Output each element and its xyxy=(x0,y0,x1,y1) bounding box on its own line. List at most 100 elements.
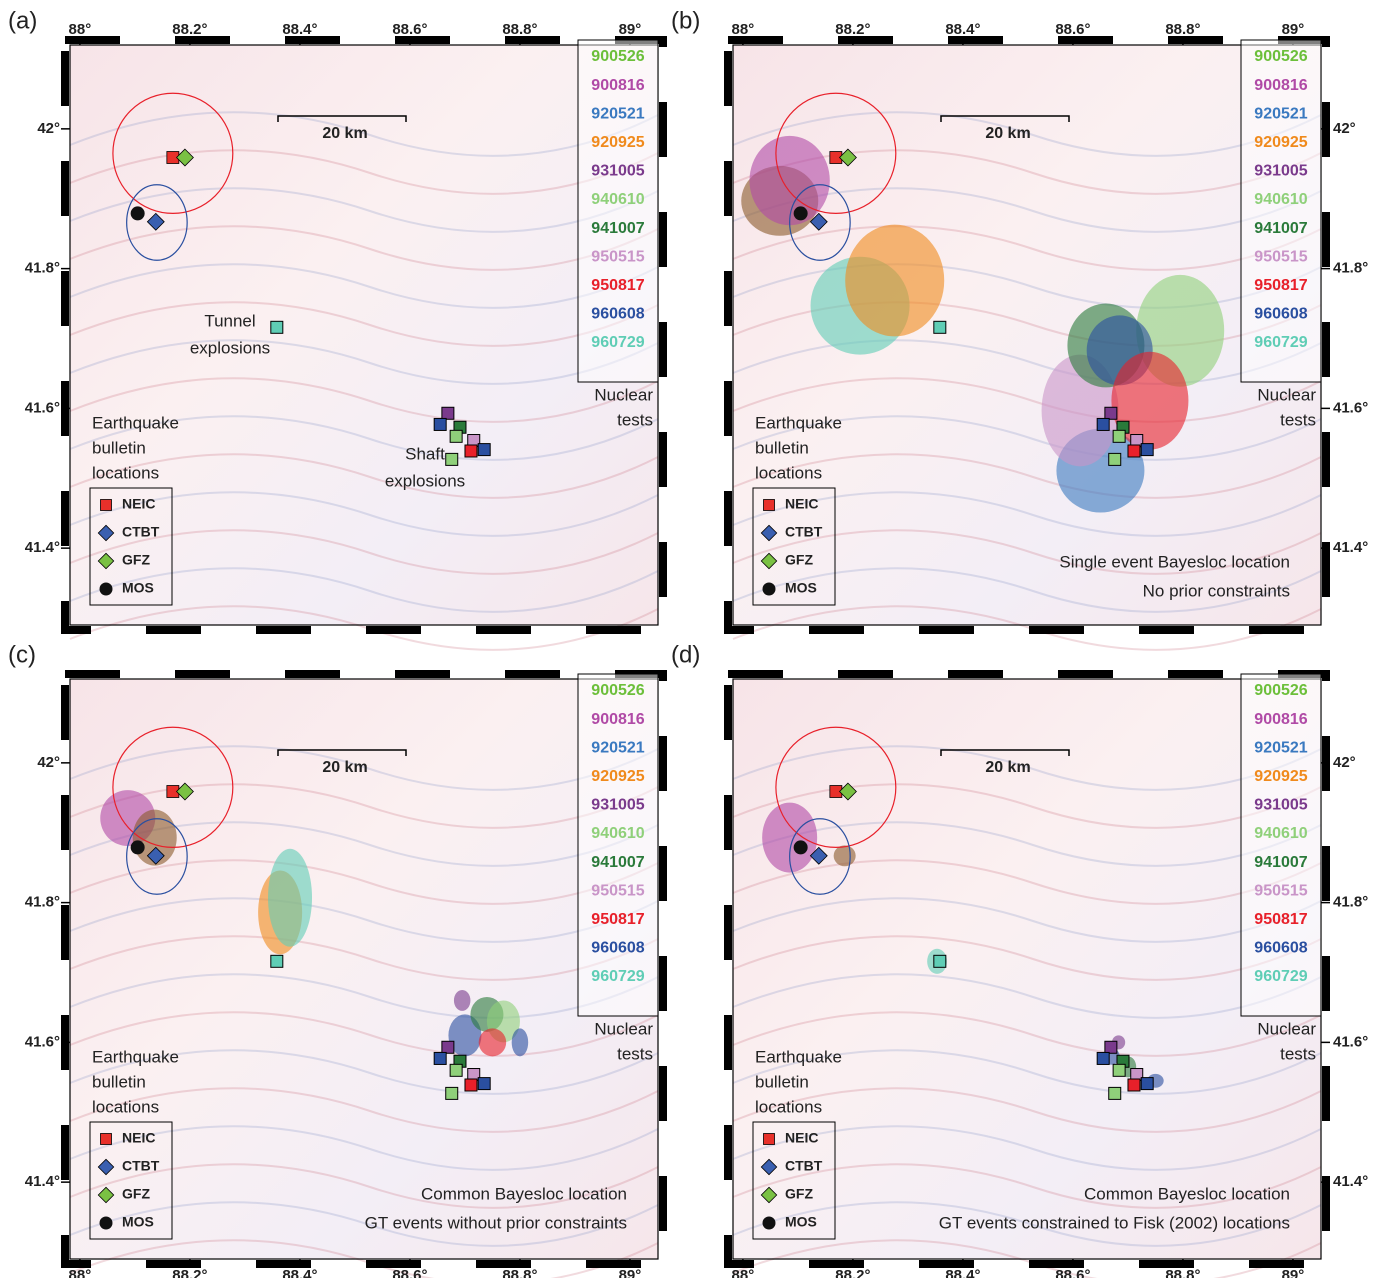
legend-entry: 920925 xyxy=(1254,768,1307,785)
bulletin-legend-label: MOS xyxy=(785,580,817,596)
scale-label: 20 km xyxy=(322,125,367,142)
x-tick-label: 88.6° xyxy=(1055,21,1090,38)
x-tick-label: 88° xyxy=(69,1267,92,1278)
event-square xyxy=(442,1041,454,1053)
bulletin-title: locations xyxy=(92,463,159,482)
legend-entry: 950515 xyxy=(591,882,644,899)
y-tick-label: 42° xyxy=(1333,120,1356,137)
event-square xyxy=(434,418,446,430)
legend-entry: 960608 xyxy=(1254,940,1307,957)
legend-entry: 941007 xyxy=(591,220,644,237)
event-square xyxy=(1097,1052,1109,1064)
bulletin-legend-label: GFZ xyxy=(122,552,150,568)
y-tick-label: 42° xyxy=(1333,754,1356,771)
y-tick-label: 41.6° xyxy=(25,399,60,416)
legend-entry: 950515 xyxy=(1254,248,1307,265)
legend-note: Nuclear xyxy=(594,385,653,404)
bulletin-title: bulletin xyxy=(755,1072,809,1091)
bulletin-location xyxy=(794,206,808,220)
bulletin-legend-label: GFZ xyxy=(785,552,813,568)
y-tick-label: 41.8° xyxy=(25,894,60,911)
bulletin-title: locations xyxy=(92,1097,159,1116)
map-panel: (d)88°88.2°88.4°88.6°88.8°89°41.4°41.6°4… xyxy=(671,641,1368,1278)
legend-entry: 940610 xyxy=(1254,191,1307,208)
y-tick-label: 42° xyxy=(37,120,60,137)
y-tick-label: 41.6° xyxy=(25,1033,60,1050)
legend-entry: 950817 xyxy=(591,911,644,928)
location-cloud xyxy=(750,136,830,225)
x-tick-label: 88.6° xyxy=(392,1267,427,1278)
event-square xyxy=(1097,418,1109,430)
x-tick-label: 88.4° xyxy=(282,21,317,38)
location-cloud xyxy=(268,849,312,947)
bulletin-legend-label: CTBT xyxy=(785,1158,823,1174)
event-square xyxy=(478,444,490,456)
x-tick-label: 88.2° xyxy=(835,21,870,38)
x-tick-label: 88° xyxy=(732,21,755,38)
event-square xyxy=(1109,453,1121,465)
event-square xyxy=(934,955,946,967)
legend-entry: 950515 xyxy=(1254,882,1307,899)
location-cloud xyxy=(479,1028,507,1056)
panel-label: (b) xyxy=(671,7,700,34)
bulletin-legend-marker xyxy=(764,1134,775,1145)
legend-entry: 900526 xyxy=(591,682,644,699)
legend-entry: 940610 xyxy=(591,825,644,842)
event-square xyxy=(934,321,946,333)
event-square xyxy=(1105,407,1117,419)
bulletin-legend-label: NEIC xyxy=(785,1130,818,1146)
legend-entry: 941007 xyxy=(591,854,644,871)
y-tick-label: 42° xyxy=(37,754,60,771)
x-tick-label: 88.6° xyxy=(1055,1267,1090,1278)
x-tick-label: 89° xyxy=(1282,1267,1305,1278)
bulletin-location xyxy=(131,206,145,220)
map-panel: (a)88°88.2°88.4°88.6°88.8°89°41.4°41.6°4… xyxy=(8,7,663,649)
x-tick-label: 88.2° xyxy=(835,1267,870,1278)
bulletin-title: Earthquake xyxy=(92,413,179,432)
event-square xyxy=(450,430,462,442)
panel-label: (c) xyxy=(8,641,36,668)
bulletin-legend-label: NEIC xyxy=(122,1130,155,1146)
legend-entry: 920925 xyxy=(591,134,644,151)
x-tick-label: 88.8° xyxy=(1165,21,1200,38)
figure: (a)88°88.2°88.4°88.6°88.8°89°41.4°41.6°4… xyxy=(0,0,1390,1278)
event-square xyxy=(442,407,454,419)
y-tick-label: 41.4° xyxy=(1333,539,1368,556)
bulletin-location xyxy=(131,840,145,854)
bulletin-legend-label: GFZ xyxy=(122,1186,150,1202)
legend-entry: 960729 xyxy=(1254,968,1307,985)
legend-entry: 900526 xyxy=(1254,682,1307,699)
bulletin-title: bulletin xyxy=(755,438,809,457)
bulletin-title: Earthquake xyxy=(755,1047,842,1066)
x-tick-label: 88.6° xyxy=(392,21,427,38)
y-tick-label: 41.8° xyxy=(1333,260,1368,277)
event-square xyxy=(465,445,477,457)
legend-entry: 900816 xyxy=(591,77,644,94)
annotation: No prior constraints xyxy=(1143,581,1290,600)
x-tick-label: 89° xyxy=(1282,21,1305,38)
event-square xyxy=(446,453,458,465)
legend-entry: 920925 xyxy=(591,768,644,785)
event-square xyxy=(465,1079,477,1091)
legend-entry: 960608 xyxy=(1254,306,1307,323)
event-square xyxy=(1128,1079,1140,1091)
legend-entry: 960729 xyxy=(1254,334,1307,351)
scale-label: 20 km xyxy=(322,759,367,776)
y-tick-label: 41.4° xyxy=(1333,1173,1368,1190)
x-tick-label: 88.8° xyxy=(502,21,537,38)
location-cloud xyxy=(512,1028,529,1056)
event-square xyxy=(1105,1041,1117,1053)
annotation: explosions xyxy=(190,338,270,357)
legend-entry: 950817 xyxy=(1254,911,1307,928)
annotation: Common Bayesloc location xyxy=(1084,1184,1290,1203)
legend-note: Nuclear xyxy=(1257,1019,1316,1038)
legend-entry: 900526 xyxy=(1254,48,1307,65)
legend-entry: 920521 xyxy=(591,105,644,122)
x-tick-label: 88° xyxy=(732,1267,755,1278)
y-tick-label: 41.8° xyxy=(25,260,60,277)
annotation: Common Bayesloc location xyxy=(421,1184,627,1203)
bulletin-legend-label: NEIC xyxy=(122,496,155,512)
legend-note: tests xyxy=(1280,1044,1316,1063)
legend-entry: 941007 xyxy=(1254,854,1307,871)
x-tick-label: 88.4° xyxy=(945,1267,980,1278)
